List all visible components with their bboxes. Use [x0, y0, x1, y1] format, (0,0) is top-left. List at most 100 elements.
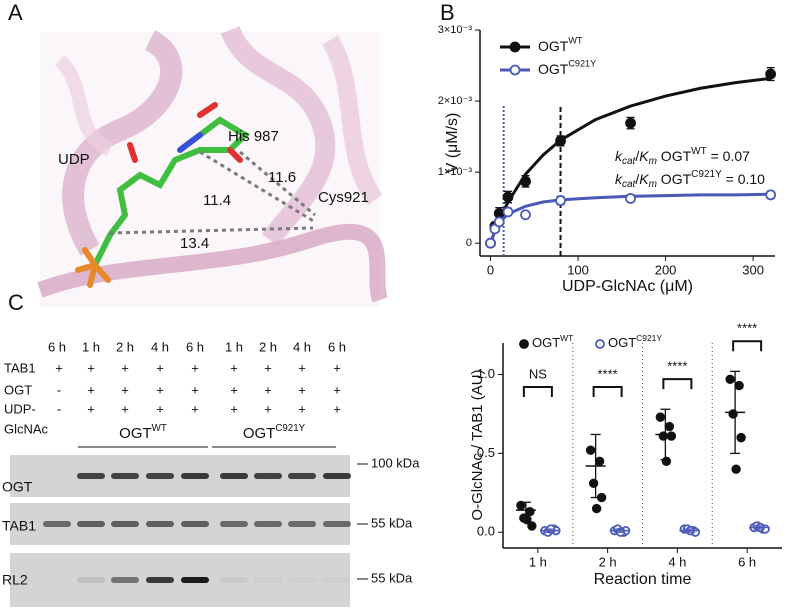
band — [323, 577, 351, 583]
band — [111, 521, 139, 527]
treatment-sign: + — [55, 360, 63, 375]
y-tick-label: 0.0 — [477, 524, 495, 539]
structure-label: 13.4 — [180, 235, 209, 252]
band — [111, 473, 139, 479]
udp-sticks — [75, 102, 250, 288]
x-tick-label: 2 h — [599, 554, 617, 569]
panel-label: B — [440, 0, 455, 25]
ribbon — [322, 35, 383, 206]
x-tick-label: 4 h — [668, 554, 686, 569]
ribbon — [62, 30, 183, 256]
ribbon — [37, 223, 388, 303]
legend-marker — [509, 64, 521, 76]
treatment-sign: + — [156, 382, 164, 397]
size-marker: 100 kDa — [371, 455, 420, 470]
data-point — [522, 514, 532, 525]
legend-label: OGTC921Y — [243, 423, 306, 442]
ribbon — [54, 55, 114, 157]
band — [146, 521, 174, 527]
data-point — [594, 456, 605, 466]
data-point — [502, 191, 514, 203]
treatment-sign: + — [121, 382, 129, 397]
x-tick-label: 100 — [567, 262, 589, 277]
band — [254, 473, 282, 479]
annotation-part: / — [635, 171, 639, 187]
treatment-sign: + — [191, 360, 199, 375]
significance-label: **** — [598, 366, 618, 381]
data-point — [585, 445, 596, 455]
treatment-sign: + — [264, 382, 272, 397]
legend-name: OGT — [119, 425, 152, 442]
band — [181, 473, 209, 479]
annotation-part: K — [639, 171, 649, 187]
annotation-part: m — [649, 156, 657, 167]
data-point — [736, 432, 746, 443]
distance-lines — [109, 150, 316, 235]
band — [146, 473, 174, 479]
legend-sup: C921Y — [568, 59, 596, 69]
legend-name: OGT — [608, 335, 636, 350]
y-tick-label: 1.0 — [477, 366, 495, 381]
data-point — [664, 421, 675, 432]
treatment-sign: + — [87, 382, 95, 397]
band — [181, 577, 209, 583]
lane-label: 1 h — [225, 339, 243, 354]
band — [323, 473, 351, 479]
treatment-sign: + — [333, 382, 341, 397]
legend-name: OGT — [538, 61, 569, 77]
data-point — [591, 503, 602, 514]
data-point — [625, 117, 636, 129]
data-point — [765, 189, 777, 201]
x-axis-label: Reaction time — [594, 571, 692, 588]
data-point — [731, 464, 741, 474]
legend-name: OGT — [538, 38, 569, 54]
data-point — [666, 431, 677, 441]
band — [181, 521, 209, 527]
row-label: GlcNAc — [4, 421, 49, 436]
data-point — [555, 135, 566, 147]
legend-sup: WT — [568, 36, 583, 46]
annotation-part: OGT — [657, 171, 692, 187]
y-tick-label: 0.5 — [477, 445, 495, 460]
data-point — [502, 206, 514, 218]
structure-image — [37, 25, 388, 307]
band — [220, 521, 248, 527]
treatment-sign: + — [156, 360, 164, 375]
band — [220, 473, 248, 479]
treatment-sign: + — [191, 382, 199, 397]
legend-label: OGTWT — [119, 423, 167, 442]
data-point — [725, 374, 735, 384]
treatment-sign: + — [298, 382, 306, 397]
treatment-sign: - — [57, 382, 61, 397]
data-point — [485, 237, 496, 249]
row-label: UDP- — [4, 401, 36, 416]
band — [77, 521, 105, 527]
blot-label: RL2 — [2, 572, 28, 588]
data-point — [555, 195, 566, 206]
x-tick-label: 0 — [487, 262, 494, 277]
legend-sup: WT — [152, 423, 167, 434]
blot-panel — [10, 553, 350, 607]
data-point — [493, 216, 505, 228]
annotation-part: WT — [691, 146, 707, 157]
band — [254, 521, 282, 527]
structure-label: UDP — [58, 151, 90, 168]
annotation-part: C921Y — [691, 169, 722, 180]
structure-label: 11.4 — [203, 192, 231, 209]
structure-label: His 987 — [228, 128, 279, 145]
legend-label: OGTC921Y — [608, 333, 662, 350]
lane-label: 4 h — [151, 339, 169, 354]
data-point — [728, 409, 738, 419]
lane-label: 6 h — [48, 339, 66, 354]
annotation-part: cat — [622, 156, 637, 167]
lane-label: 4 h — [293, 339, 311, 354]
treatment-sign: + — [230, 401, 238, 416]
data-point — [734, 380, 744, 391]
data-point — [527, 521, 537, 531]
band — [254, 577, 282, 583]
annotation-part: = 0.10 — [722, 171, 765, 187]
size-marker: 55 kDa — [371, 570, 413, 585]
annotation-part: OGT — [657, 148, 692, 164]
annotation-part: k — [615, 171, 623, 187]
